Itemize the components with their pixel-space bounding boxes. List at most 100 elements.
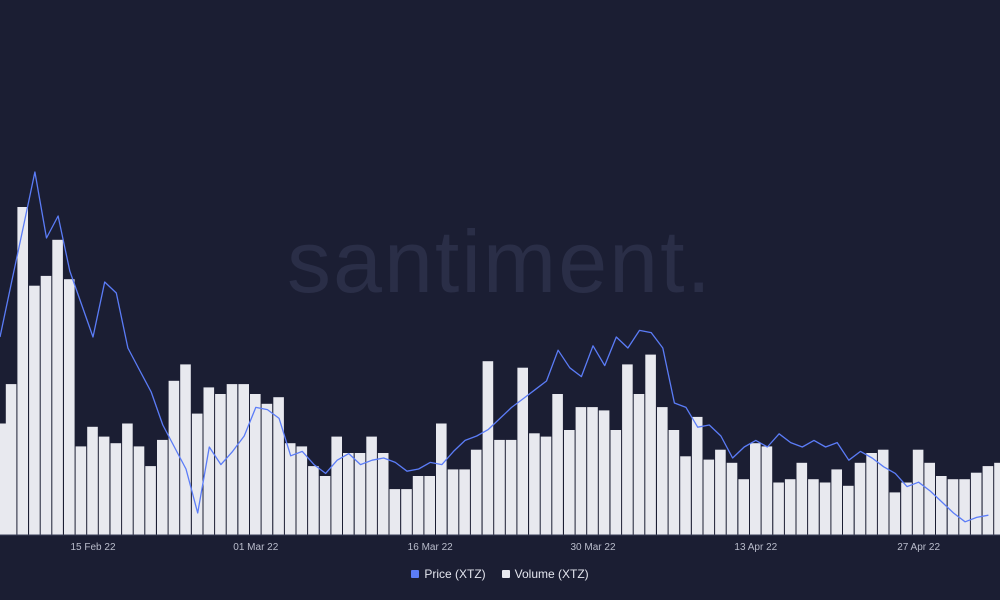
- volume-bar[interactable]: [622, 364, 633, 535]
- volume-bar[interactable]: [866, 453, 877, 535]
- volume-bar[interactable]: [529, 433, 540, 535]
- volume-bar[interactable]: [64, 279, 75, 535]
- volume-bar[interactable]: [657, 407, 668, 535]
- volume-bar[interactable]: [517, 367, 528, 535]
- volume-bar[interactable]: [250, 394, 261, 535]
- volume-bar[interactable]: [831, 469, 842, 535]
- volume-bar[interactable]: [75, 446, 87, 535]
- volume-bar[interactable]: [494, 439, 505, 535]
- x-tick-label: 16 Mar 22: [408, 542, 453, 553]
- volume-bar[interactable]: [691, 416, 703, 535]
- volume-bar[interactable]: [854, 462, 866, 535]
- legend-item-price[interactable]: Price (XTZ): [411, 567, 486, 581]
- volume-bar[interactable]: [447, 469, 459, 535]
- volume-bar[interactable]: [843, 485, 854, 535]
- volume-bar[interactable]: [587, 407, 598, 535]
- volume-bar[interactable]: [738, 479, 749, 535]
- price-line[interactable]: [0, 171, 989, 523]
- legend-swatch-price: [411, 570, 420, 578]
- volume-bar[interactable]: [761, 446, 773, 535]
- volume-bar[interactable]: [784, 479, 796, 535]
- volume-bar[interactable]: [331, 436, 342, 535]
- volume-bar[interactable]: [0, 423, 11, 536]
- volume-bar[interactable]: [680, 456, 691, 535]
- volume-bar[interactable]: [29, 285, 40, 535]
- volume-bar[interactable]: [970, 472, 982, 535]
- volume-bar[interactable]: [157, 439, 168, 535]
- volume-bar[interactable]: [133, 446, 145, 535]
- volume-bar[interactable]: [284, 443, 296, 535]
- volume-bar[interactable]: [261, 403, 273, 535]
- volume-bar[interactable]: [412, 476, 424, 535]
- volume-bar[interactable]: [901, 482, 912, 536]
- volume-bar[interactable]: [808, 479, 819, 535]
- volume-bar[interactable]: [982, 466, 994, 535]
- legend-label-volume: Volume (XTZ): [514, 567, 589, 581]
- volume-bar[interactable]: [5, 384, 17, 535]
- volume-bar[interactable]: [552, 394, 563, 535]
- volume-bars: [0, 207, 1000, 536]
- volume-bar[interactable]: [52, 239, 63, 536]
- volume-bar[interactable]: [773, 482, 784, 536]
- volume-bar[interactable]: [994, 462, 1000, 535]
- volume-bar[interactable]: [877, 449, 889, 535]
- volume-bar[interactable]: [924, 462, 935, 535]
- volume-bar[interactable]: [319, 476, 331, 535]
- volume-bar[interactable]: [540, 436, 552, 535]
- volume-bar[interactable]: [482, 361, 494, 535]
- volume-bar[interactable]: [610, 430, 622, 535]
- volume-bar[interactable]: [40, 275, 52, 535]
- volume-bar[interactable]: [703, 459, 715, 535]
- volume-bar[interactable]: [168, 380, 180, 535]
- watermark: santiment.: [287, 212, 713, 311]
- volume-bar[interactable]: [296, 446, 308, 535]
- volume-bar[interactable]: [226, 384, 238, 535]
- legend: Price (XTZ) Volume (XTZ): [0, 567, 1000, 581]
- volume-bar[interactable]: [354, 453, 366, 535]
- volume-bar[interactable]: [959, 479, 970, 535]
- volume-bar[interactable]: [203, 387, 215, 535]
- volume-bar[interactable]: [436, 423, 447, 536]
- volume-bar[interactable]: [145, 466, 156, 535]
- volume-bar[interactable]: [191, 413, 203, 535]
- volume-bar[interactable]: [505, 439, 517, 535]
- volume-bar[interactable]: [343, 453, 354, 535]
- volume-bar[interactable]: [122, 423, 133, 536]
- volume-bar[interactable]: [110, 443, 122, 535]
- x-tick-label: 13 Apr 22: [734, 542, 777, 553]
- volume-bar[interactable]: [936, 476, 947, 535]
- x-tick-label: 15 Feb 22: [70, 542, 115, 553]
- volume-bar[interactable]: [180, 364, 191, 535]
- volume-bar[interactable]: [98, 436, 110, 535]
- x-tick-label: 01 Mar 22: [233, 542, 278, 553]
- volume-bar[interactable]: [470, 449, 482, 535]
- volume-bar[interactable]: [598, 410, 610, 535]
- volume-bar[interactable]: [401, 489, 412, 535]
- volume-bar[interactable]: [459, 469, 470, 535]
- volume-bar[interactable]: [389, 489, 401, 535]
- volume-bar[interactable]: [750, 443, 761, 535]
- volume-bar[interactable]: [645, 354, 656, 535]
- volume-bar[interactable]: [668, 430, 680, 535]
- volume-bar[interactable]: [17, 207, 28, 535]
- volume-bar[interactable]: [912, 449, 924, 535]
- legend-item-volume[interactable]: Volume (XTZ): [501, 567, 589, 581]
- volume-bar[interactable]: [366, 436, 377, 535]
- volume-bar[interactable]: [87, 426, 98, 535]
- volume-bar[interactable]: [273, 397, 284, 535]
- volume-bar[interactable]: [947, 479, 959, 535]
- volume-bar[interactable]: [424, 476, 435, 535]
- volume-bar[interactable]: [796, 462, 808, 535]
- volume-bar[interactable]: [715, 449, 726, 535]
- volume-bar[interactable]: [633, 394, 645, 535]
- volume-bar[interactable]: [819, 482, 831, 536]
- volume-bar[interactable]: [308, 466, 319, 535]
- volume-bar[interactable]: [889, 492, 901, 535]
- volume-bar[interactable]: [575, 407, 587, 535]
- volume-bar[interactable]: [726, 462, 738, 535]
- volume-bar[interactable]: [238, 384, 249, 535]
- volume-bar[interactable]: [564, 430, 575, 535]
- volume-bar[interactable]: [377, 453, 389, 535]
